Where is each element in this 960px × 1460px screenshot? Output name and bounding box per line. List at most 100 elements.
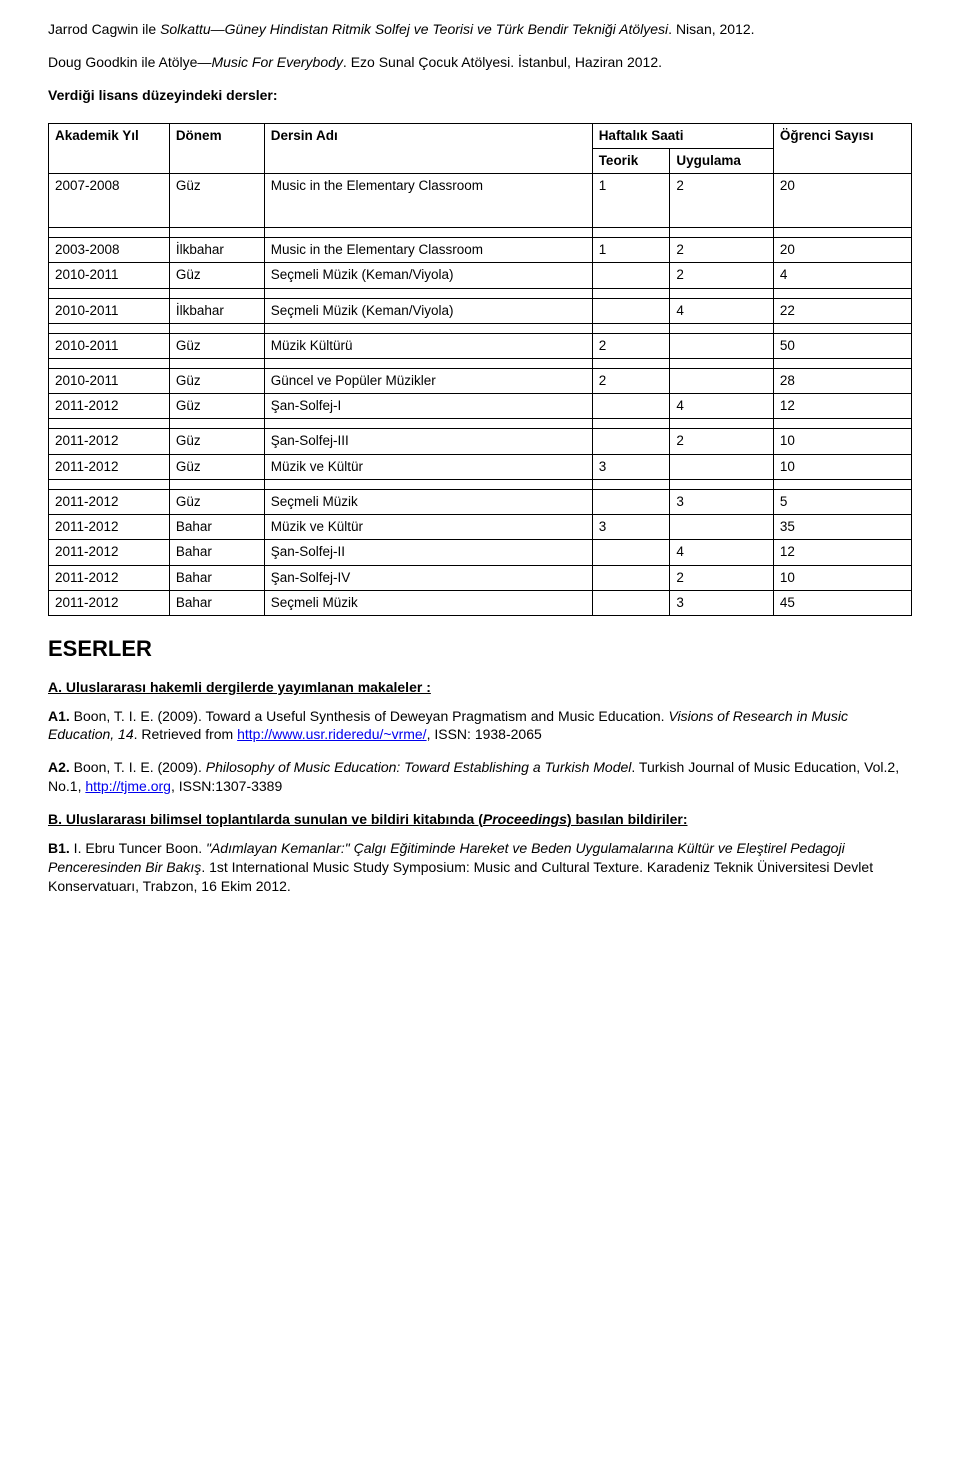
th-teorik: Teorik	[592, 148, 670, 173]
cell-ad: Seçmeli Müzik	[264, 590, 592, 615]
entry-a1: A1. Boon, T. I. E. (2009). Toward a Usef…	[48, 707, 912, 745]
spacer-cell	[49, 419, 170, 429]
spacer-cell	[670, 323, 774, 333]
cell-say: 10	[773, 565, 911, 590]
spacer-cell	[592, 288, 670, 298]
cell-teorik	[592, 263, 670, 288]
th-haftalik: Haftalık Saati	[592, 123, 773, 148]
cell-yil: 2011-2012	[49, 515, 170, 540]
spacer-cell	[592, 358, 670, 368]
cell-yil: 2011-2012	[49, 429, 170, 454]
cell-donem: İlkbahar	[169, 238, 264, 263]
cell-ad: Seçmeli Müzik (Keman/Viyola)	[264, 263, 592, 288]
cell-uyg	[670, 515, 774, 540]
cell-teorik: 3	[592, 454, 670, 479]
cell-ad: Müzik Kültürü	[264, 333, 592, 358]
cell-teorik: 2	[592, 333, 670, 358]
cell-uyg: 3	[670, 489, 774, 514]
table-row: 2011-2012BaharMüzik ve Kültür335	[49, 515, 912, 540]
table-row	[49, 323, 912, 333]
cell-donem: Güz	[169, 263, 264, 288]
spacer-cell	[670, 479, 774, 489]
table-row: 2011-2012BaharŞan-Solfej-II412	[49, 540, 912, 565]
cell-teorik	[592, 394, 670, 419]
table-row: 2011-2012GüzŞan-Solfej-III210	[49, 429, 912, 454]
cell-say: 20	[773, 238, 911, 263]
table-row: 2010-2011GüzGüncel ve Popüler Müzikler22…	[49, 368, 912, 393]
a2-italic: Philosophy of Music Education: Toward Es…	[206, 759, 632, 775]
spacer-cell	[49, 228, 170, 238]
table-row: 2011-2012GüzMüzik ve Kültür310	[49, 454, 912, 479]
cell-say: 28	[773, 368, 911, 393]
spacer-cell	[49, 323, 170, 333]
spacer-cell	[49, 479, 170, 489]
cell-yil: 2010-2011	[49, 298, 170, 323]
a1-t3: , ISSN: 1938-2065	[427, 726, 542, 742]
spacer-cell	[264, 479, 592, 489]
cell-uyg: 4	[670, 298, 774, 323]
th-uygulama: Uygulama	[670, 148, 774, 173]
cell-uyg: 2	[670, 429, 774, 454]
spacer-cell	[773, 419, 911, 429]
eserler-heading: ESERLER	[48, 634, 912, 664]
cell-yil: 2011-2012	[49, 394, 170, 419]
cell-ad: Seçmeli Müzik	[264, 489, 592, 514]
cell-teorik: 2	[592, 368, 670, 393]
cell-say: 50	[773, 333, 911, 358]
th-dersin-adi: Dersin Adı	[264, 123, 592, 173]
table-row: 2011-2012BaharSeçmeli Müzik345	[49, 590, 912, 615]
b1-t1: I. Ebru Tuncer Boon.	[70, 840, 206, 856]
cell-teorik: 1	[592, 174, 670, 228]
a2-link[interactable]: http://tjme.org	[85, 778, 171, 794]
cell-uyg: 2	[670, 565, 774, 590]
intro-p2-pre: Doug Goodkin ile Atölye—	[48, 54, 211, 70]
entry-b1: B1. I. Ebru Tuncer Boon. "Adımlayan Kema…	[48, 839, 912, 896]
cell-teorik: 3	[592, 515, 670, 540]
cell-donem: Bahar	[169, 540, 264, 565]
subhead-b-post: ) basılan bildiriler:	[567, 811, 688, 827]
table-row	[49, 358, 912, 368]
spacer-cell	[49, 358, 170, 368]
cell-say: 20	[773, 174, 911, 228]
cell-yil: 2010-2011	[49, 333, 170, 358]
table-row: 2010-2011GüzSeçmeli Müzik (Keman/Viyola)…	[49, 263, 912, 288]
table-row: 2007-2008GüzMusic in the Elementary Clas…	[49, 174, 912, 228]
spacer-cell	[264, 358, 592, 368]
cell-uyg: 4	[670, 540, 774, 565]
cell-say: 10	[773, 454, 911, 479]
spacer-cell	[264, 419, 592, 429]
a1-link[interactable]: http://www.usr.rideredu/~vrme/	[237, 726, 426, 742]
intro-p2-italic: Music For Everybody	[211, 54, 342, 70]
table-row	[49, 228, 912, 238]
cell-teorik	[592, 540, 670, 565]
th-donem: Dönem	[169, 123, 264, 173]
courses-table: Akademik Yıl Dönem Dersin Adı Haftalık S…	[48, 123, 912, 616]
a1-label: A1.	[48, 708, 70, 724]
cell-donem: Güz	[169, 368, 264, 393]
cell-uyg: 2	[670, 174, 774, 228]
spacer-cell	[592, 479, 670, 489]
cell-say: 10	[773, 429, 911, 454]
cell-say: 4	[773, 263, 911, 288]
cell-uyg: 2	[670, 238, 774, 263]
table-row: 2010-2011İlkbaharSeçmeli Müzik (Keman/Vi…	[49, 298, 912, 323]
spacer-cell	[670, 419, 774, 429]
intro-p1-pre: Jarrod Cagwin ile	[48, 21, 160, 37]
spacer-cell	[592, 419, 670, 429]
cell-donem: Güz	[169, 429, 264, 454]
spacer-cell	[592, 228, 670, 238]
subhead-a-text: A. Uluslararası hakemli dergilerde yayım…	[48, 679, 431, 695]
a2-t1: Boon, T. I. E. (2009).	[70, 759, 206, 775]
cell-yil: 2007-2008	[49, 174, 170, 228]
table-row	[49, 419, 912, 429]
spacer-cell	[264, 288, 592, 298]
cell-yil: 2003-2008	[49, 238, 170, 263]
cell-yil: 2011-2012	[49, 454, 170, 479]
cell-say: 5	[773, 489, 911, 514]
subhead-b-italic: Proceedings	[483, 811, 567, 827]
cell-donem: Güz	[169, 489, 264, 514]
cell-say: 12	[773, 540, 911, 565]
cell-uyg: 2	[670, 263, 774, 288]
cell-donem: Güz	[169, 394, 264, 419]
cell-donem: Bahar	[169, 590, 264, 615]
